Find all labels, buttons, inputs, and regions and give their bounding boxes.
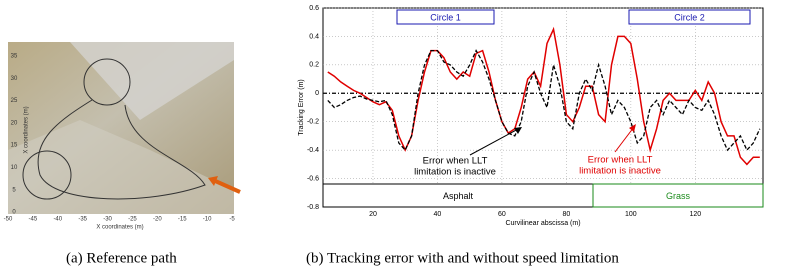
reference-path-photo [8,42,240,214]
y-tick-label: 0 [315,90,319,97]
y-tick-label: -0.8 [307,204,319,211]
x-tick-label: -20 [153,217,162,223]
y-tick-label: 20 [11,120,18,126]
x-tick-label: -25 [128,217,137,223]
zone-label: Grass [666,191,691,201]
zone-label: Circle 2 [674,12,705,22]
x-tick-label: -5 [229,217,235,223]
x-tick-label: -15 [178,217,187,223]
y-tick-label: 0.6 [309,5,319,12]
x-tick-label: -40 [53,217,62,223]
y-tick-label: 0.2 [309,62,319,69]
y-axis-label: Tracking Error (m) [298,79,305,136]
y-tick-label: 25 [11,98,18,104]
annotation: Error when LLT [588,155,653,166]
x-tick-label: -30 [103,217,112,223]
x-tick-label: 40 [434,211,442,218]
y-tick-label: 10 [11,165,18,171]
figure: (a) Reference path (b) Tracking error wi… [0,0,796,275]
y-tick-label: 0.4 [309,33,319,40]
x-tick-label: -50 [4,217,13,223]
x-tick-label: 80 [562,211,570,218]
x-tick-label: 20 [369,211,377,218]
annotation: limitation is inactive [414,167,496,178]
y-tick-label: -0.6 [307,175,319,182]
x-tick-label: 120 [689,211,701,218]
x-tick-label: -35 [78,217,87,223]
annotation: limitation is inactive [579,166,661,177]
annotation: Error when LLT [423,156,488,167]
zone-label: Asphalt [443,191,474,201]
x-tick-label: -10 [203,217,212,223]
zone-label: Circle 1 [430,12,461,22]
x-tick-label: -45 [29,217,38,223]
y-tick-label: -0.2 [307,119,319,126]
x-axis-label: X coordinates (m) [96,225,143,231]
subcaption: (b) Tracking error with and without spee… [306,250,619,266]
y-axis-label: X coordinates (m) [24,106,30,153]
x-tick-label: 100 [625,211,637,218]
x-axis-label: Curvilinear abscissa (m) [505,220,580,227]
y-tick-label: 35 [11,54,18,60]
y-tick-label: 15 [11,143,18,149]
y-tick-label: -0.4 [307,147,319,154]
subcaption: (a) Reference path [66,250,177,266]
y-tick-label: 30 [11,76,18,82]
x-tick-label: 60 [498,211,506,218]
